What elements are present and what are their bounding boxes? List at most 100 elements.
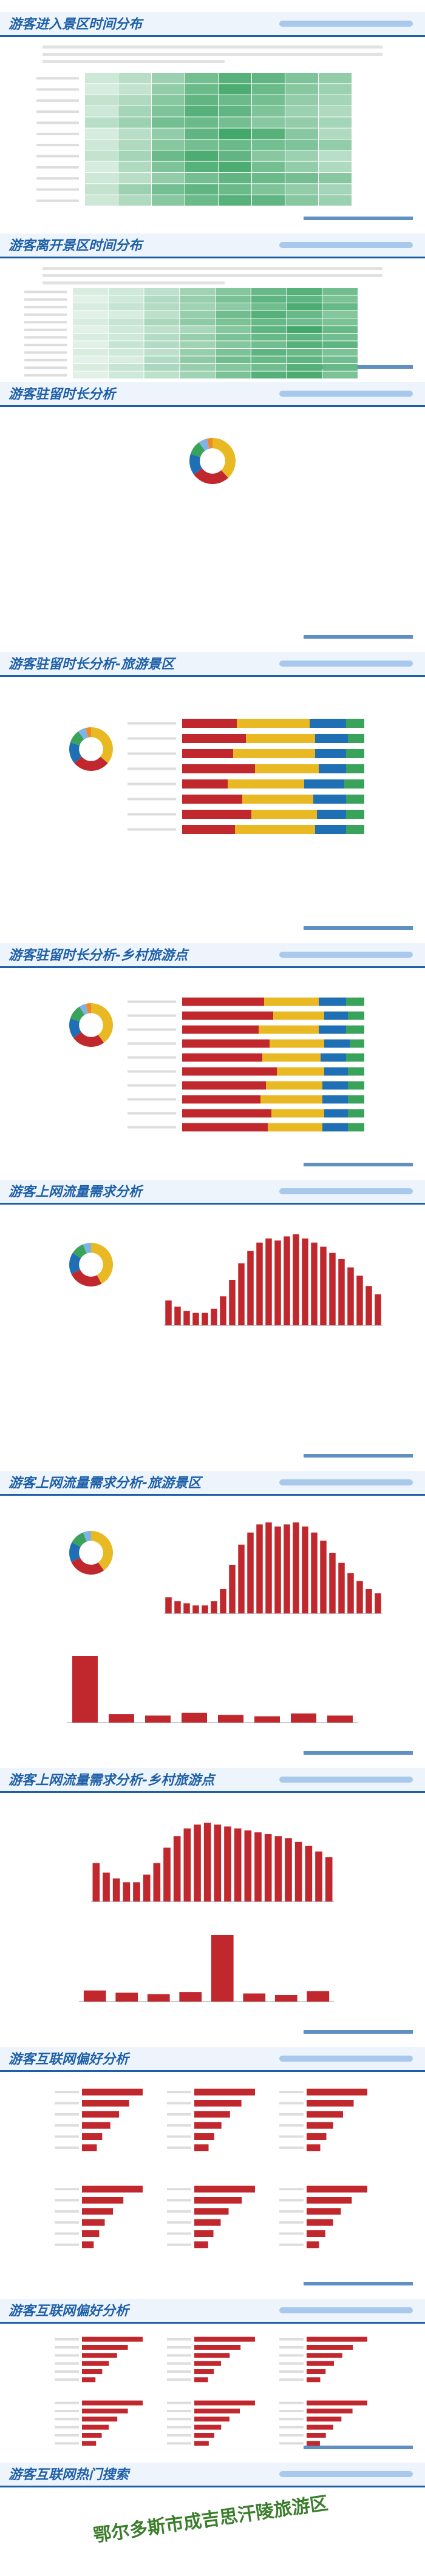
row-label-stub bbox=[36, 88, 79, 91]
stacked-segment bbox=[182, 1053, 262, 1062]
bar bbox=[293, 1234, 299, 1325]
donut-slice bbox=[189, 454, 203, 475]
footer-bar bbox=[304, 365, 413, 369]
bar bbox=[194, 2133, 214, 2140]
heat-cell bbox=[185, 161, 218, 172]
text-line-stub bbox=[42, 60, 225, 63]
row-label-stub bbox=[127, 722, 176, 725]
heat-cell bbox=[180, 326, 215, 333]
heat-cell bbox=[152, 184, 185, 195]
heat-cell bbox=[322, 356, 358, 363]
bar bbox=[307, 2241, 319, 2248]
heat-cell bbox=[73, 356, 108, 363]
row-label-stub bbox=[36, 166, 79, 169]
heat-cell bbox=[287, 349, 322, 356]
heat-cell bbox=[152, 140, 185, 150]
bar bbox=[307, 2111, 343, 2118]
heat-cell bbox=[144, 326, 180, 333]
heat-cell bbox=[144, 318, 180, 326]
row-label-stub bbox=[55, 2370, 79, 2373]
heat-cell bbox=[252, 95, 285, 106]
bar bbox=[307, 2219, 333, 2226]
row-label-stub bbox=[24, 321, 67, 324]
row-label-stub bbox=[36, 155, 79, 158]
section-title: 游客驻留时长分析 bbox=[8, 386, 117, 402]
stacked-segment bbox=[348, 1109, 364, 1118]
heat-cell bbox=[118, 150, 151, 161]
stacked-segment bbox=[182, 1123, 268, 1132]
heat-cell bbox=[251, 295, 287, 303]
footer-bar bbox=[304, 2282, 413, 2285]
row-label-stub bbox=[167, 2354, 191, 2357]
heat-cell bbox=[319, 73, 352, 84]
row-label-stub bbox=[167, 2188, 191, 2191]
row-label-stub bbox=[167, 2426, 191, 2429]
stacked-segment bbox=[182, 1011, 273, 1020]
row-label-stub bbox=[167, 2135, 191, 2138]
bar bbox=[211, 1601, 217, 1613]
bar bbox=[238, 1544, 245, 1613]
heat-cell bbox=[144, 364, 180, 371]
donut-slice bbox=[91, 1531, 113, 1571]
bar bbox=[82, 2369, 103, 2374]
row-label-stub bbox=[24, 366, 67, 369]
donut-slice bbox=[78, 728, 89, 739]
stacked-segment bbox=[182, 1025, 259, 1034]
heat-cell bbox=[251, 349, 287, 356]
heat-cell bbox=[85, 95, 118, 106]
bar bbox=[274, 1526, 281, 1613]
bar bbox=[82, 2361, 109, 2366]
stacked-segment bbox=[346, 795, 364, 804]
bar bbox=[264, 1834, 272, 1902]
bar bbox=[82, 2433, 102, 2438]
bar bbox=[194, 2416, 229, 2422]
donut-slice bbox=[69, 1542, 81, 1562]
heat-cell bbox=[118, 173, 151, 184]
stacked-segment bbox=[271, 1109, 324, 1118]
heat-cell bbox=[252, 117, 285, 128]
bar bbox=[82, 2336, 143, 2342]
section-title: 游客驻留时长分析-旅游景区 bbox=[8, 656, 177, 672]
bar bbox=[293, 1522, 299, 1613]
row-label-stub bbox=[167, 2243, 191, 2246]
bar bbox=[192, 1605, 199, 1613]
heat-cell bbox=[85, 161, 118, 172]
heat-cell bbox=[180, 371, 215, 378]
stacked-segment bbox=[310, 719, 346, 728]
stacked-segment bbox=[321, 1053, 346, 1062]
text-line-stub bbox=[42, 274, 382, 277]
bar bbox=[329, 1553, 336, 1613]
stacked-segment bbox=[259, 1025, 319, 1034]
stacked-segment bbox=[324, 1039, 350, 1048]
row-label-stub bbox=[127, 1084, 176, 1087]
heat-cell bbox=[219, 73, 251, 84]
row-label-stub bbox=[55, 2188, 79, 2191]
heat-cell bbox=[251, 318, 287, 326]
heat-cell bbox=[252, 128, 285, 139]
bar bbox=[194, 2353, 230, 2358]
stacked-segment bbox=[324, 1109, 348, 1118]
stacked-segment bbox=[346, 749, 364, 758]
heat-cell bbox=[219, 84, 251, 95]
heat-cell bbox=[144, 288, 180, 295]
heat-cell bbox=[85, 150, 118, 161]
bar bbox=[194, 2377, 208, 2383]
heat-cell bbox=[152, 73, 185, 84]
row-label-stub bbox=[127, 1112, 176, 1115]
stacked-segment bbox=[182, 810, 251, 819]
stacked-segment bbox=[235, 825, 315, 834]
heat-cell bbox=[180, 311, 215, 318]
stacked-segment bbox=[317, 810, 346, 819]
stacked-segment bbox=[182, 1081, 266, 1090]
stacked-segment bbox=[182, 734, 246, 743]
row-label-stub bbox=[167, 2401, 191, 2404]
row-label-stub bbox=[279, 2146, 304, 2149]
heat-cell bbox=[85, 140, 118, 150]
heat-cell bbox=[185, 173, 218, 184]
row-label-stub bbox=[55, 2378, 79, 2381]
row-label-stub bbox=[127, 752, 176, 755]
row-label-stub bbox=[24, 298, 67, 301]
bar bbox=[254, 1832, 262, 1902]
bar bbox=[307, 2424, 333, 2430]
